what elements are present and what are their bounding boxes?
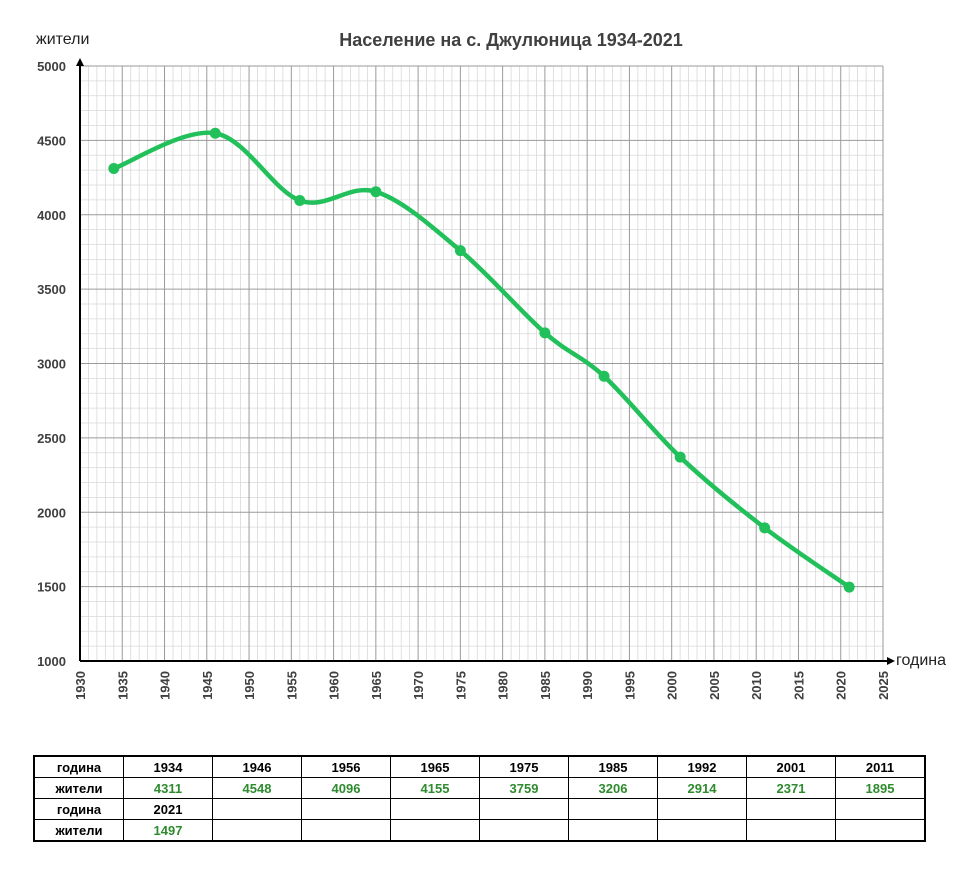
year-cell: 1985 (568, 755, 658, 778)
x-tick-label: 2010 (749, 671, 764, 700)
major-grid (79, 65, 884, 662)
empty-cell (301, 798, 391, 820)
data-point (108, 162, 120, 174)
x-tick-label: 1935 (115, 671, 130, 700)
empty-cell (746, 819, 836, 842)
population-table: година 1934 1946 1956 1965 1975 1985 199… (33, 755, 926, 842)
population-cell: 3206 (568, 777, 658, 799)
year-cell: 1956 (301, 755, 391, 778)
y-tick-label: 1500 (37, 580, 66, 595)
data-point (843, 581, 855, 593)
x-tick-label: 1965 (369, 671, 384, 700)
x-axis-arrow (887, 657, 895, 665)
year-cell: 2001 (746, 755, 836, 778)
table-row-population-2: жители 1497 (33, 819, 926, 842)
population-cell: 4155 (390, 777, 480, 799)
table-row-years-2: година 2021 (33, 798, 926, 820)
year-cell: 2011 (835, 755, 926, 778)
y-tick-label: 4500 (37, 133, 66, 148)
population-cell: 4311 (123, 777, 213, 799)
data-point (294, 194, 306, 206)
x-tick-label: 1985 (538, 671, 553, 700)
empty-cell (568, 798, 658, 820)
year-cell: 1975 (479, 755, 569, 778)
empty-cell (479, 798, 569, 820)
data-point (598, 370, 610, 382)
series (108, 127, 855, 593)
y-tick-label: 4000 (37, 208, 66, 223)
year-cell: 1946 (212, 755, 302, 778)
x-tick-label: 1940 (158, 671, 173, 700)
empty-cell (212, 798, 302, 820)
series-line (111, 130, 852, 590)
population-cell: 4548 (212, 777, 302, 799)
x-axis-label: година (896, 652, 946, 669)
x-tick-label: 1960 (327, 671, 342, 700)
y-axis-arrow (76, 58, 84, 66)
year-cell: 1965 (390, 755, 480, 778)
empty-cell (657, 798, 747, 820)
y-tick-label: 2000 (37, 505, 66, 520)
x-tick-label: 1950 (242, 671, 257, 700)
empty-cell (479, 819, 569, 842)
x-tick-label: 1995 (622, 671, 637, 700)
empty-cell (390, 798, 480, 820)
empty-cell (835, 819, 926, 842)
empty-cell (657, 819, 747, 842)
y-axis-label: жители (36, 31, 89, 48)
data-point (454, 245, 466, 257)
population-cell: 1497 (123, 819, 213, 842)
x-tick-label: 2025 (876, 671, 891, 700)
year-cell: 1934 (123, 755, 213, 778)
population-chart: Население на с. Джулюница 1934-2021 жите… (36, 30, 946, 700)
x-tick-label: 2000 (665, 671, 680, 700)
population-cell: 4096 (301, 777, 391, 799)
row-label-year: година (33, 755, 124, 778)
y-tick-label: 2500 (37, 431, 66, 446)
x-tick-label: 2015 (791, 671, 806, 700)
data-point (209, 127, 221, 139)
row-label-year: година (33, 798, 124, 820)
row-label-population: жители (33, 819, 124, 842)
empty-cell (301, 819, 391, 842)
axes (76, 58, 895, 665)
x-tick-label: 1970 (411, 671, 426, 700)
row-label-population: жители (33, 777, 124, 799)
chart-title: Население на с. Джулюница 1934-2021 (339, 30, 683, 50)
y-tick-label: 3500 (37, 282, 66, 297)
population-cell: 3759 (479, 777, 569, 799)
x-tick-label: 1945 (200, 671, 215, 700)
x-tick-label: 1930 (73, 671, 88, 700)
year-cell: 1992 (657, 755, 747, 778)
data-point (539, 327, 551, 339)
empty-cell (835, 798, 926, 820)
empty-cell (746, 798, 836, 820)
population-cell: 2371 (746, 777, 836, 799)
tick-labels: 1000 1500 2000 2500 3000 3500 4000 4500 5000 1930… (37, 59, 891, 700)
population-cell: 2914 (657, 777, 747, 799)
y-tick-label: 5000 (37, 59, 66, 74)
table-row-years-1: година 1934 1946 1956 1965 1975 1985 199… (33, 755, 926, 778)
x-tick-label: 1955 (284, 671, 299, 700)
y-tick-label: 1000 (37, 654, 66, 669)
x-tick-label: 1990 (580, 671, 595, 700)
empty-cell (568, 819, 658, 842)
data-point (674, 451, 686, 463)
x-tick-label: 2005 (707, 671, 722, 700)
data-point (370, 186, 382, 198)
population-cell: 1895 (835, 777, 926, 799)
x-tick-label: 2020 (834, 671, 849, 700)
table-row-population-1: жители 4311 4548 4096 4155 3759 3206 291… (33, 777, 926, 799)
empty-cell (212, 819, 302, 842)
y-tick-label: 3000 (37, 357, 66, 372)
data-point (759, 522, 771, 534)
x-tick-label: 1975 (453, 671, 468, 700)
empty-cell (390, 819, 480, 842)
year-cell: 2021 (123, 798, 213, 820)
x-tick-label: 1980 (496, 671, 511, 700)
